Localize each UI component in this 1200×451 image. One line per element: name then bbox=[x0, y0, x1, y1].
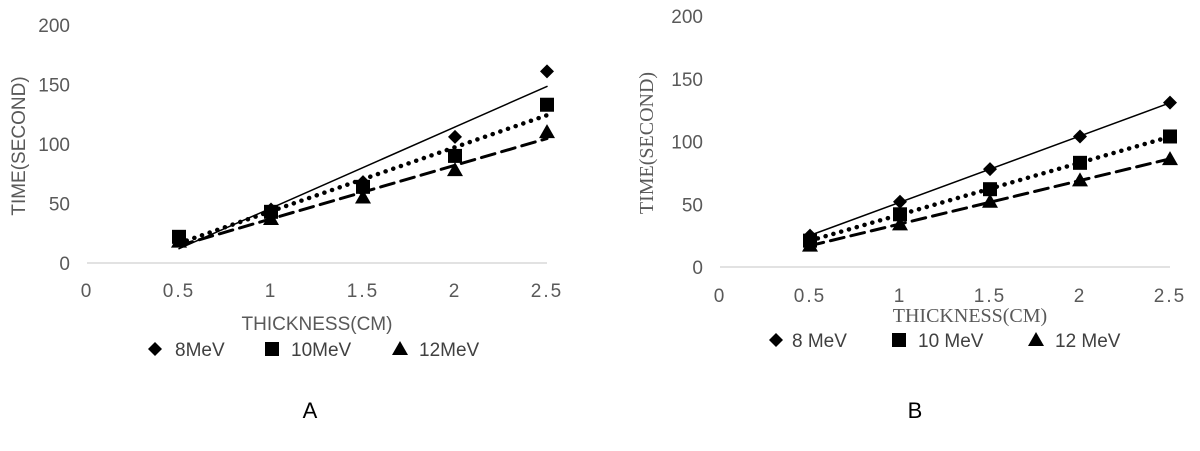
chart-a-legend-label: 10MeV bbox=[291, 340, 352, 361]
chart-b-y-tick-labels: 0 50 100 150 200 bbox=[671, 7, 703, 279]
chart-a-legend-label: 12MeV bbox=[419, 340, 480, 361]
chart-b-y-tick-label: 150 bbox=[671, 70, 703, 91]
chart-a-y-tick-label: 200 bbox=[38, 16, 70, 37]
chart-a-x-tick-label: 1 bbox=[265, 281, 278, 302]
chart-b-x-tick-label: 0 bbox=[714, 286, 727, 307]
chart-a-legend-marker-triangle bbox=[392, 341, 408, 355]
chart-b-point-triangle bbox=[1162, 151, 1178, 166]
chart-a-point-triangle bbox=[263, 210, 279, 225]
chart-b-x-tick-label: 0.5 bbox=[794, 286, 826, 307]
chart-b-panel-label: B bbox=[908, 398, 923, 423]
chart-b-y-tick-label: 50 bbox=[682, 195, 703, 216]
chart-b-point-triangle bbox=[982, 193, 998, 208]
chart-a-x-tick-label: 2.5 bbox=[531, 281, 563, 302]
chart-a-y-tick-labels: 0 50 100 150 200 bbox=[38, 16, 70, 275]
chart-b-data-points bbox=[802, 95, 1178, 252]
chart-a-point-square bbox=[540, 97, 554, 112]
chart-b-trendline-2 bbox=[808, 157, 1172, 248]
chart-a-point-diamond bbox=[540, 64, 554, 79]
chart-b-y-tick-label: 0 bbox=[692, 258, 703, 279]
chart-b-point-diamond bbox=[893, 194, 907, 209]
chart-b-point-triangle bbox=[802, 237, 818, 252]
chart-b-legend: 8 MeV 10 MeV 12 MeV bbox=[769, 331, 1121, 352]
chart-a-y-tick-label: 0 bbox=[59, 254, 70, 275]
chart-b-point-diamond bbox=[983, 162, 997, 177]
chart-a-x-tick-labels: 0 0.5 1 1.5 2 2.5 bbox=[81, 281, 563, 302]
chart-a-x-tick-label: 1.5 bbox=[347, 281, 379, 302]
chart-a-point-diamond bbox=[448, 129, 462, 144]
chart-a-point-triangle bbox=[447, 162, 463, 177]
chart-b-y-axis-label: TIME(SECOND) bbox=[636, 72, 658, 214]
chart-a-x-axis-label: THICKNESS(CM) bbox=[242, 314, 393, 335]
chart-a-trendlines bbox=[176, 85, 550, 250]
chart-b-y-tick-label: 100 bbox=[671, 133, 703, 154]
chart-b-legend-label: 8 MeV bbox=[792, 331, 847, 352]
chart-b-legend-label: 12 MeV bbox=[1055, 331, 1121, 352]
chart-b-point-square bbox=[893, 207, 907, 222]
chart-a-y-tick-label: 150 bbox=[38, 76, 70, 97]
chart-b-x-tick-label: 1.5 bbox=[974, 286, 1006, 307]
chart-a-x-tick-label: 0.5 bbox=[163, 281, 195, 302]
chart-a-point-square bbox=[356, 179, 370, 194]
chart-a-y-axis-label: TIME(SECOND) bbox=[9, 76, 30, 215]
chart-b-x-tick-label: 2.5 bbox=[1154, 286, 1186, 307]
chart-a-legend: 8MeV 10MeV 12MeV bbox=[148, 340, 480, 361]
chart-b-point-diamond bbox=[1163, 95, 1177, 110]
chart-a-point-triangle bbox=[355, 189, 371, 204]
chart-a-legend-label: 8MeV bbox=[175, 340, 225, 361]
chart-b-x-axis-label: THICKNESS(CM) bbox=[893, 305, 1047, 327]
chart-b-point-diamond bbox=[1073, 129, 1087, 144]
chart-a-y-tick-label: 50 bbox=[49, 195, 70, 216]
chart-b-point-square bbox=[983, 182, 997, 197]
chart-b-point-triangle bbox=[892, 216, 908, 231]
chart-a-y-tick-label: 100 bbox=[38, 135, 70, 156]
chart-a-point-square bbox=[448, 148, 462, 163]
chart-a-data-points bbox=[171, 64, 555, 248]
chart-b-legend-label: 10 MeV bbox=[918, 331, 984, 352]
chart-b-point-square bbox=[1163, 129, 1177, 144]
chart-b-legend-marker-triangle bbox=[1028, 332, 1044, 346]
chart-b-point-triangle bbox=[1072, 172, 1088, 187]
chart-b-x-tick-label: 1 bbox=[894, 286, 907, 307]
chart-b-legend-marker-diamond bbox=[769, 333, 783, 347]
chart-b-y-tick-label: 200 bbox=[671, 7, 703, 28]
chart-a-x-tick-label: 2 bbox=[449, 281, 462, 302]
chart-a-panel-label: A bbox=[303, 398, 318, 423]
chart-b-x-tick-label: 2 bbox=[1074, 286, 1087, 307]
chart-b-point-square bbox=[1073, 155, 1087, 170]
chart-a-legend-marker-square bbox=[265, 342, 279, 356]
chart-a-x-tick-label: 0 bbox=[81, 281, 94, 302]
chart-b-legend-marker-square bbox=[892, 333, 906, 347]
chart-a-legend-marker-diamond bbox=[148, 342, 162, 356]
chart-a-point-triangle bbox=[171, 233, 187, 248]
chart-a-point-triangle bbox=[539, 124, 555, 139]
chart-b-x-tick-labels: 0 0.5 1 1.5 2 2.5 bbox=[714, 286, 1186, 307]
